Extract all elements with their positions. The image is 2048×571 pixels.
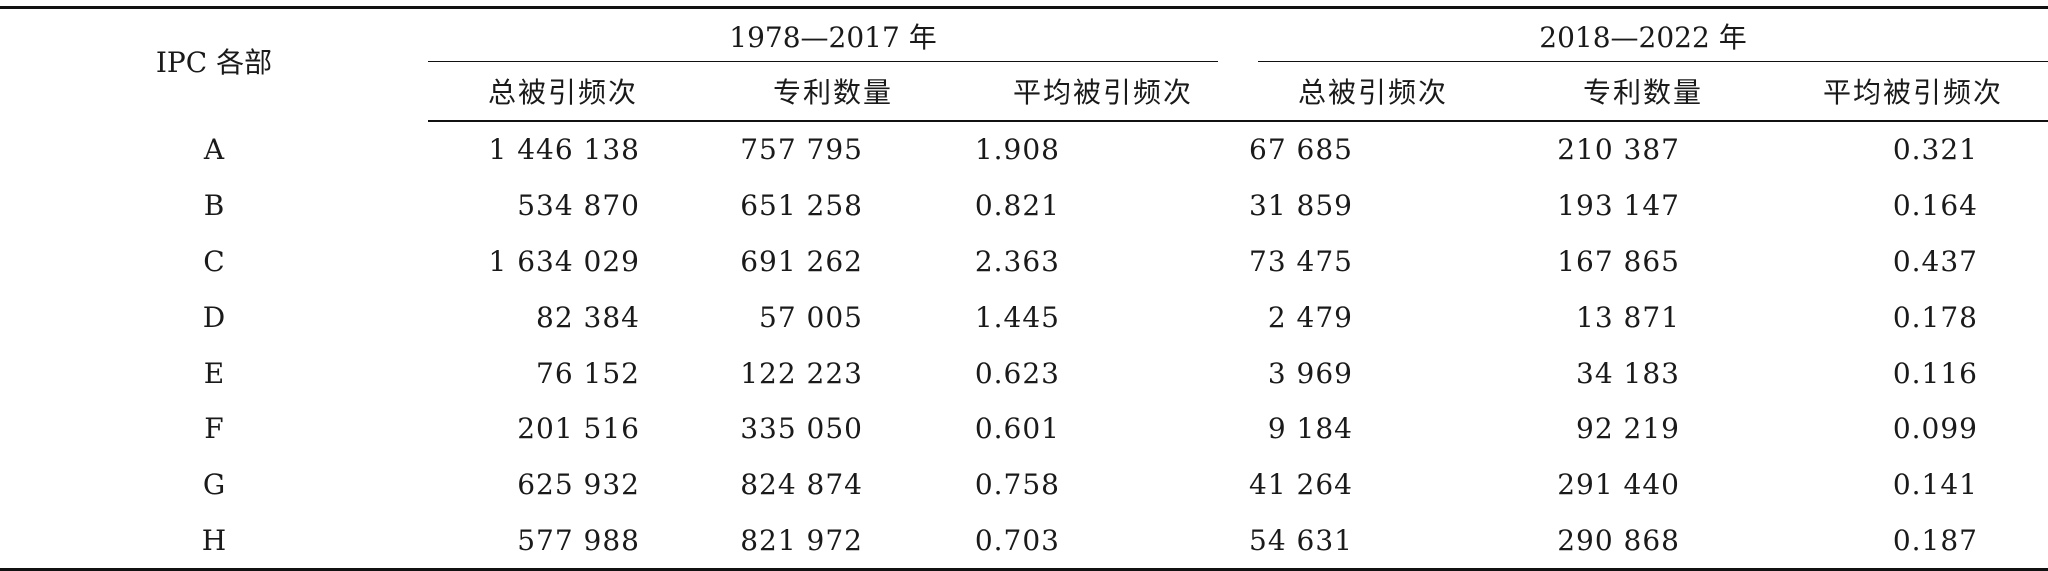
cell-p1-avg: 2.363 <box>974 244 1060 278</box>
cell-p2-patents: 291 440 <box>1557 468 1680 502</box>
cell-p2-avg: 0.164 <box>1892 189 1978 223</box>
cell-p1-patents: 57 005 <box>759 300 863 334</box>
cell-p2-patents: 167 865 <box>1557 244 1680 278</box>
cell-p1-citations: 76 152 <box>536 356 640 390</box>
table-row: F 201 516 335 050 0.601 9 184 92 219 0.099 <box>0 401 2048 457</box>
cell-p2-avg: 0.321 <box>1892 133 1978 167</box>
header-row-columns: 总被引频次 专利数量 平均被引频次 总被引频次 专利数量 平均被引频次 <box>0 62 2048 122</box>
cell-p1-patents: 651 258 <box>740 189 863 223</box>
cell-ipc-section: H <box>0 512 428 571</box>
cell-p2-citations: 2 479 <box>1267 300 1353 334</box>
period-1-label: 1978—2017 年 <box>729 20 937 54</box>
cell-p1-citations: 201 516 <box>517 412 640 446</box>
col-header-p2-avg: 平均被引频次 <box>1778 62 2048 122</box>
table-header: IPC 各部 1978—2017 年 2018—2022 年 总被引频次 专利数… <box>0 6 2048 122</box>
cell-p1-avg: 0.623 <box>974 356 1060 390</box>
cell-p2-avg: 0.116 <box>1892 356 1978 390</box>
cell-ipc-section: D <box>202 300 226 334</box>
table-row: G 625 932 824 874 0.758 41 264 291 440 0.141 <box>0 457 2048 513</box>
cell-p1-citations: 534 870 <box>517 189 640 223</box>
cell-p1-citations: 1 446 138 <box>488 133 640 167</box>
cell-p1-avg: 1.445 <box>974 300 1060 334</box>
cell-p1-avg: 0.703 <box>968 512 1238 571</box>
table-row: H 577 988 821 972 0.703 54 631 290 868 0.187 <box>0 512 2048 571</box>
table-row: B 534 870 651 258 0.821 31 859 193 147 0.164 <box>0 178 2048 234</box>
cell-p1-citations: 577 988 <box>428 512 698 571</box>
cell-p2-avg: 0.099 <box>1892 412 1978 446</box>
header-row-periods: IPC 各部 1978—2017 年 2018—2022 年 <box>0 6 2048 121</box>
cell-p2-avg: 0.178 <box>1892 300 1978 334</box>
cell-p1-avg: 0.758 <box>974 468 1060 502</box>
cell-p1-citations: 625 932 <box>517 468 640 502</box>
cell-p2-citations: 9 184 <box>1267 412 1353 446</box>
cell-p2-citations: 67 685 <box>1249 133 1353 167</box>
cell-ipc-section: G <box>202 468 226 502</box>
cell-p2-patents: 92 219 <box>1576 412 1680 446</box>
cell-p1-patents: 821 972 <box>698 512 968 571</box>
cell-p1-citations: 82 384 <box>536 300 640 334</box>
col-header-p2-citations: 总被引频次 <box>1238 62 1508 122</box>
col-header-p1-citations: 总被引频次 <box>428 62 698 122</box>
table-row: D 82 384 57 005 1.445 2 479 13 871 0.178 <box>0 289 2048 345</box>
cell-ipc-section: C <box>203 244 225 278</box>
cell-ipc-section: E <box>203 356 225 390</box>
cell-p2-patents: 34 183 <box>1576 356 1680 390</box>
period-1-rule <box>428 60 1218 63</box>
cell-p2-avg: 0.141 <box>1892 468 1978 502</box>
cell-ipc-section: F <box>204 412 224 446</box>
table-row: E 76 152 122 223 0.623 3 969 34 183 0.116 <box>0 345 2048 401</box>
cell-p1-citations: 1 634 029 <box>488 244 640 278</box>
cell-p1-patents: 122 223 <box>740 356 863 390</box>
period-1-header: 1978—2017 年 <box>428 6 1238 63</box>
cell-p2-avg: 0.437 <box>1892 244 1978 278</box>
cell-p1-patents: 757 795 <box>740 133 863 167</box>
cell-p2-patents: 13 871 <box>1576 300 1680 334</box>
period-2-label: 2018—2022 年 <box>1539 20 1747 54</box>
cell-p1-avg: 0.601 <box>974 412 1060 446</box>
cell-p1-patents: 335 050 <box>740 412 863 446</box>
col-header-p1-avg: 平均被引频次 <box>968 62 1238 122</box>
cell-p2-citations: 31 859 <box>1249 189 1353 223</box>
table-row: C 1 634 029 691 262 2.363 73 475 167 865 0.437 <box>0 234 2048 290</box>
cell-p2-patents: 290 868 <box>1508 512 1778 571</box>
cell-p2-citations: 73 475 <box>1249 244 1353 278</box>
cell-p1-patents: 691 262 <box>740 244 863 278</box>
col-header-p2-patents: 专利数量 <box>1508 62 1778 122</box>
period-2-header: 2018—2022 年 <box>1238 6 2048 63</box>
cell-ipc-section: B <box>203 189 225 223</box>
table-body: A 1 446 138 757 795 1.908 67 685 210 387 0.321… <box>0 121 2048 571</box>
cell-p1-avg: 1.908 <box>974 133 1060 167</box>
cell-p2-patents: 193 147 <box>1557 189 1680 223</box>
period-2-rule <box>1258 60 2048 63</box>
cell-p2-citations: 3 969 <box>1267 356 1353 390</box>
ipc-section-header: IPC 各部 <box>0 6 428 121</box>
cell-p1-patents: 824 874 <box>740 468 863 502</box>
table-row: A 1 446 138 757 795 1.908 67 685 210 387 0.321 <box>0 121 2048 178</box>
cell-p2-citations: 41 264 <box>1249 468 1353 502</box>
citation-table-container: IPC 各部 1978—2017 年 2018—2022 年 总被引频次 专利数… <box>0 6 2048 571</box>
cell-p2-avg: 0.187 <box>1778 512 2048 571</box>
col-header-p1-patents: 专利数量 <box>698 62 968 122</box>
cell-p2-citations: 54 631 <box>1238 512 1508 571</box>
cell-ipc-section: A <box>203 132 225 166</box>
cell-p1-avg: 0.821 <box>974 189 1060 223</box>
cell-p2-patents: 210 387 <box>1557 133 1680 167</box>
citation-table: IPC 各部 1978—2017 年 2018—2022 年 总被引频次 专利数… <box>0 6 2048 571</box>
